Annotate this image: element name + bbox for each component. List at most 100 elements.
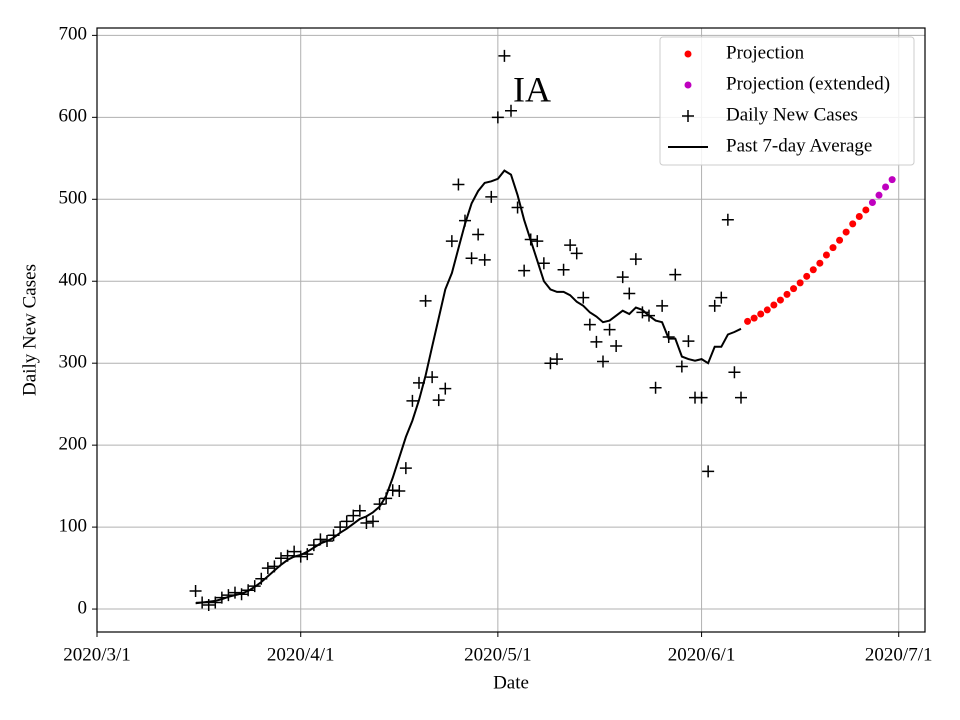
y-tick-label: 300 <box>59 352 88 373</box>
y-tick-label: 600 <box>59 106 88 127</box>
case-marker <box>399 462 412 475</box>
case-marker <box>367 515 379 528</box>
case-marker <box>531 235 544 248</box>
plot-frame <box>96 27 926 633</box>
case-marker <box>498 49 511 62</box>
case-marker <box>557 263 570 276</box>
case-marker <box>209 596 222 609</box>
projection-dot <box>776 296 784 304</box>
y-tick-label: 0 <box>78 597 88 618</box>
case-marker <box>373 498 386 511</box>
case-marker <box>623 287 636 300</box>
case-marker <box>702 465 715 478</box>
y-tick-label: 200 <box>59 434 88 455</box>
projection-dot <box>868 199 876 207</box>
case-marker <box>452 178 465 191</box>
case-marker <box>347 509 360 522</box>
case-marker <box>505 104 517 117</box>
case-marker <box>682 335 695 348</box>
y-tick-label: 500 <box>59 188 88 209</box>
x-tick-label: 2020/6/1 <box>668 644 736 665</box>
case-marker <box>603 323 616 336</box>
case-marker <box>715 291 728 304</box>
legend-key <box>684 50 692 58</box>
case-marker <box>728 366 741 379</box>
legend-label: Daily New Cases <box>726 104 858 125</box>
projection-dot <box>888 176 896 184</box>
case-marker <box>261 562 274 575</box>
projection-dot <box>829 244 837 252</box>
case-marker <box>551 353 563 366</box>
case-marker <box>485 190 498 203</box>
case-marker <box>564 239 577 252</box>
case-marker <box>432 394 445 407</box>
x-tick-label: 2020/7/1 <box>865 644 933 665</box>
projection-dot <box>882 183 890 191</box>
case-marker <box>583 318 596 331</box>
case-marker <box>426 371 439 384</box>
projection-dot <box>816 259 824 267</box>
case-marker <box>597 355 609 368</box>
case-marker <box>472 228 485 241</box>
case-marker <box>656 299 669 312</box>
case-marker <box>491 111 504 124</box>
projection-dot <box>750 314 758 322</box>
case-marker <box>340 515 353 528</box>
projection-dot <box>849 220 857 228</box>
case-marker <box>465 252 478 265</box>
case-marker <box>445 235 458 248</box>
annotation: IA <box>513 69 551 109</box>
projection-dot <box>803 272 811 280</box>
projection-dot <box>757 310 765 318</box>
legend-label: Projection (extended) <box>726 73 890 94</box>
case-marker <box>577 291 590 304</box>
projection-dot <box>822 251 830 259</box>
case-marker <box>406 394 419 407</box>
legend-label: Projection <box>726 42 805 63</box>
projection-dot <box>836 236 844 244</box>
projection-dot <box>862 206 870 214</box>
case-marker <box>478 253 491 266</box>
case-marker <box>537 257 550 270</box>
case-marker <box>393 485 406 498</box>
projection-dot <box>875 191 883 199</box>
case-marker <box>360 517 373 530</box>
case-marker <box>610 339 623 352</box>
y-tick-label: 100 <box>59 515 88 536</box>
case-marker <box>439 382 452 395</box>
case-marker <box>669 268 682 281</box>
projection-dot <box>855 212 863 220</box>
case-marker <box>616 271 629 284</box>
x-axis-label: Date <box>493 672 529 693</box>
case-marker <box>675 360 688 373</box>
average-line <box>195 169 742 605</box>
case-marker <box>570 247 583 260</box>
projection-dot <box>809 266 817 274</box>
case-marker <box>695 391 708 404</box>
legend-box <box>659 36 915 166</box>
y-axis-label: Daily New Cases <box>19 264 40 396</box>
x-tick-label: 2020/4/1 <box>267 644 335 665</box>
case-marker <box>518 264 531 277</box>
x-tick-label: 2020/5/1 <box>464 644 532 665</box>
projection-dot <box>796 279 804 287</box>
case-marker <box>229 586 241 599</box>
projection-dot <box>790 285 798 293</box>
legend-label: Past 7-day Average <box>726 135 872 156</box>
projection-dot <box>744 317 752 325</box>
case-marker <box>735 391 747 404</box>
projection-dot <box>783 290 791 298</box>
x-tick-label: 2020/3/1 <box>63 644 131 665</box>
legend-key <box>684 81 692 89</box>
case-marker <box>419 294 432 307</box>
case-marker <box>544 357 557 370</box>
projection-dot <box>770 301 778 309</box>
case-marker <box>721 213 734 226</box>
y-tick-label: 400 <box>59 270 88 291</box>
case-marker <box>353 504 366 517</box>
y-tick-label: 700 <box>59 24 88 45</box>
case-marker <box>629 253 642 266</box>
legend-key <box>682 110 694 122</box>
case-marker <box>275 552 287 565</box>
